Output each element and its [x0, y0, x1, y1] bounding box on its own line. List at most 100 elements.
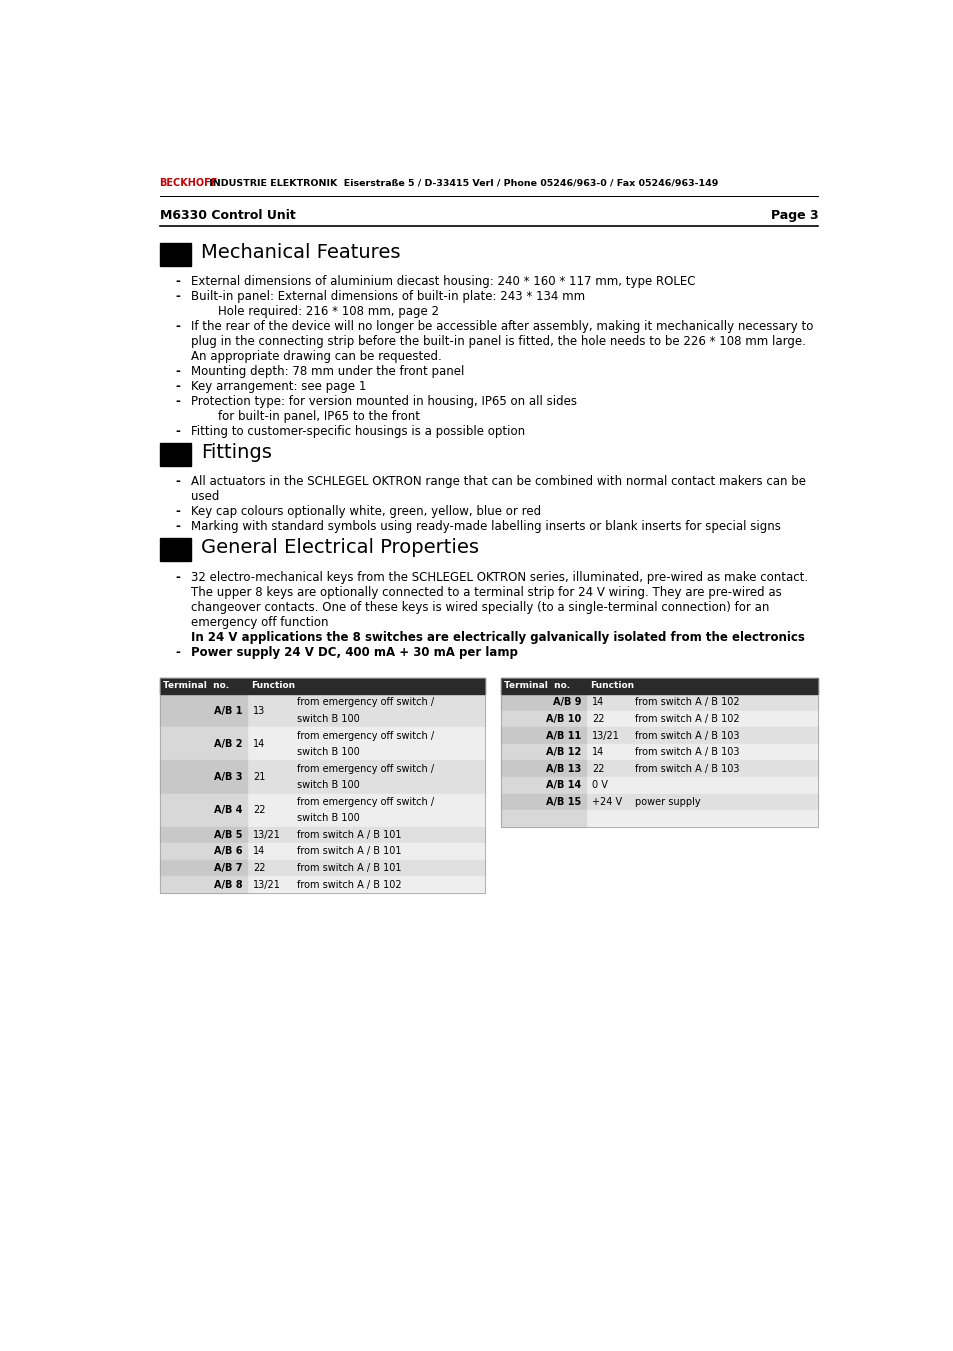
Bar [500, 727, 586, 744]
Bar [500, 761, 586, 777]
Bar [159, 727, 247, 761]
Bar [159, 859, 247, 877]
Text: from switch A / B 101: from switch A / B 101 [296, 847, 401, 857]
Bar [159, 877, 247, 893]
Text: A/B 2: A/B 2 [214, 739, 242, 748]
Text: 14: 14 [591, 747, 603, 757]
Text: power supply: power supply [634, 797, 700, 807]
Text: External dimensions of aluminium diecast housing: 240 * 160 * 117 mm, type ROLEC: External dimensions of aluminium diecast… [191, 274, 695, 288]
Bar [586, 727, 818, 744]
Text: 21: 21 [253, 771, 265, 782]
Text: A/B 6: A/B 6 [214, 847, 242, 857]
Text: for built-in panel, IP65 to the front: for built-in panel, IP65 to the front [217, 409, 419, 423]
Bar [500, 678, 818, 694]
Bar [500, 777, 586, 793]
Text: from switch A / B 103: from switch A / B 103 [634, 747, 739, 757]
Text: switch B 100: switch B 100 [296, 747, 359, 757]
Text: -: - [174, 505, 180, 519]
Text: Fittings: Fittings [201, 443, 272, 462]
Text: -: - [174, 520, 180, 534]
Bar [159, 678, 484, 893]
Text: +24 V: +24 V [591, 797, 621, 807]
Text: -: - [174, 274, 180, 288]
Text: used: used [191, 490, 218, 503]
Text: A/B 5: A/B 5 [214, 830, 242, 840]
Text: Function: Function [590, 681, 634, 690]
Text: from emergency off switch /: from emergency off switch / [296, 763, 434, 774]
Text: Terminal  no.: Terminal no. [163, 681, 230, 690]
Text: 22: 22 [253, 863, 265, 873]
Bar [247, 843, 484, 859]
Text: A/B 13: A/B 13 [546, 763, 581, 774]
Text: -: - [174, 380, 180, 393]
Text: -: - [174, 646, 180, 659]
Bar [586, 793, 818, 811]
Text: 0 V: 0 V [591, 781, 607, 790]
Text: -: - [174, 365, 180, 378]
Text: General Electrical Properties: General Electrical Properties [201, 538, 479, 557]
Bar [586, 811, 818, 827]
Bar [500, 793, 586, 811]
Text: -: - [174, 320, 180, 332]
Text: If the rear of the device will no longer be accessible after assembly, making it: If the rear of the device will no longer… [191, 320, 812, 332]
Text: A/B 1: A/B 1 [214, 705, 242, 716]
Text: A/B 14: A/B 14 [546, 781, 581, 790]
Bar [586, 777, 818, 793]
Bar [586, 711, 818, 727]
Text: changeover contacts. One of these keys is wired specially (to a single-terminal : changeover contacts. One of these keys i… [191, 601, 768, 613]
Bar [247, 859, 484, 877]
Text: from switch A / B 102: from switch A / B 102 [634, 697, 739, 708]
Bar [500, 678, 818, 827]
Text: -: - [174, 394, 180, 408]
Text: 14: 14 [253, 847, 265, 857]
Bar [159, 793, 247, 827]
Text: A/B 10: A/B 10 [546, 715, 581, 724]
Text: Fitting to customer-specific housings is a possible option: Fitting to customer-specific housings is… [191, 424, 524, 438]
Text: 22: 22 [591, 763, 603, 774]
Text: from switch A / B 103: from switch A / B 103 [634, 763, 739, 774]
Text: -: - [174, 289, 180, 303]
Text: Function: Function [251, 681, 295, 690]
Text: plug in the connecting strip before the built-in panel is fitted, the hole needs: plug in the connecting strip before the … [191, 335, 804, 347]
Text: A/B 15: A/B 15 [546, 797, 581, 807]
Text: 13/21: 13/21 [591, 731, 619, 740]
Text: M6330 Control Unit: M6330 Control Unit [159, 209, 295, 222]
Text: from switch A / B 101: from switch A / B 101 [296, 863, 401, 873]
Text: Mechanical Features: Mechanical Features [201, 243, 400, 262]
Text: BECKHOFF: BECKHOFF [159, 178, 217, 188]
Text: Page 3: Page 3 [770, 209, 818, 222]
Text: 22: 22 [253, 805, 265, 815]
Text: The upper 8 keys are optionally connected to a terminal strip for 24 V wiring. T: The upper 8 keys are optionally connecte… [191, 585, 781, 598]
Text: from emergency off switch /: from emergency off switch / [296, 731, 434, 740]
Bar [586, 694, 818, 711]
Text: In 24 V applications the 8 switches are electrically galvanically isolated from : In 24 V applications the 8 switches are … [191, 631, 803, 643]
Text: -: - [174, 476, 180, 488]
Bar [159, 827, 247, 843]
Bar [247, 694, 484, 727]
Bar [500, 811, 586, 827]
Text: Protection type: for version mounted in housing, IP65 on all sides: Protection type: for version mounted in … [191, 394, 576, 408]
Bar [247, 827, 484, 843]
Text: from emergency off switch /: from emergency off switch / [296, 697, 434, 708]
Text: switch B 100: switch B 100 [296, 813, 359, 823]
Text: An appropriate drawing can be requested.: An appropriate drawing can be requested. [191, 350, 441, 362]
Text: A/B 4: A/B 4 [214, 805, 242, 815]
Bar [159, 843, 247, 859]
Text: INDUSTRIE ELEKTRONIK  Eiserstraße 5 / D-33415 Verl / Phone 05246/963-0 / Fax 052: INDUSTRIE ELEKTRONIK Eiserstraße 5 / D-3… [206, 178, 718, 188]
Text: 13: 13 [253, 705, 265, 716]
Text: from switch A / B 102: from switch A / B 102 [634, 715, 739, 724]
Text: 32 electro-mechanical keys from the SCHLEGEL OKTRON series, illuminated, pre-wir: 32 electro-mechanical keys from the SCHL… [191, 570, 807, 584]
Bar [500, 694, 586, 711]
Bar [500, 744, 586, 761]
Text: -: - [174, 424, 180, 438]
Text: A/B 7: A/B 7 [214, 863, 242, 873]
Text: A/B 9: A/B 9 [553, 697, 581, 708]
Text: from emergency off switch /: from emergency off switch / [296, 797, 434, 807]
Text: switch B 100: switch B 100 [296, 715, 359, 724]
Text: switch B 100: switch B 100 [296, 781, 359, 790]
Text: Key arrangement: see page 1: Key arrangement: see page 1 [191, 380, 366, 393]
Text: 13/21: 13/21 [253, 880, 280, 889]
Bar [159, 694, 247, 727]
Bar [247, 761, 484, 793]
Text: A/B 8: A/B 8 [213, 880, 242, 889]
